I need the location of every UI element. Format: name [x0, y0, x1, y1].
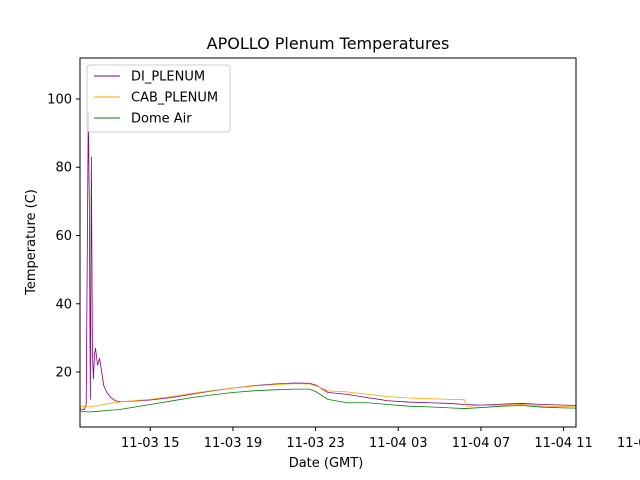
- chart-title: APOLLO Plenum Temperatures: [207, 34, 450, 53]
- series-line-1: [80, 383, 576, 408]
- legend-label: Dome Air: [131, 112, 192, 127]
- x-tick-label: 11-04 11: [534, 436, 592, 451]
- x-axis: 11-03 15 11-03 19 11-03 23 11-04 03 11-04 07…: [121, 427, 640, 451]
- x-tick-label: 11-03 23: [286, 436, 344, 451]
- series-line-0: [80, 112, 576, 410]
- y-axis-title: Temperature (C): [24, 189, 39, 296]
- legend-box: [86, 64, 231, 133]
- x-tick-label: 11-03 19: [204, 436, 262, 451]
- series-line-2: [80, 388, 576, 413]
- series-layer: [80, 112, 576, 413]
- y-axis: 20 40 60 80 100: [47, 92, 80, 381]
- legend-label: DI_PLENUM: [131, 70, 205, 85]
- y-tick-label: 100: [47, 92, 72, 107]
- x-tick-label: 11-04 15: [617, 436, 640, 451]
- legend-label: CAB_PLENUM: [131, 91, 218, 106]
- x-tick-label: 11-04 03: [369, 436, 427, 451]
- y-tick-label: 40: [55, 297, 72, 312]
- legend: DI_PLENUM CAB_PLENUM Dome Air: [86, 64, 231, 133]
- x-tick-label: 11-04 07: [452, 436, 510, 451]
- y-tick-label: 80: [55, 161, 72, 176]
- plot-frame: [79, 57, 577, 428]
- x-tick-label: 11-03 15: [121, 436, 179, 451]
- y-tick-label: 20: [55, 366, 72, 381]
- y-tick-label: 60: [55, 229, 72, 244]
- x-axis-title: Date (GMT): [289, 456, 364, 471]
